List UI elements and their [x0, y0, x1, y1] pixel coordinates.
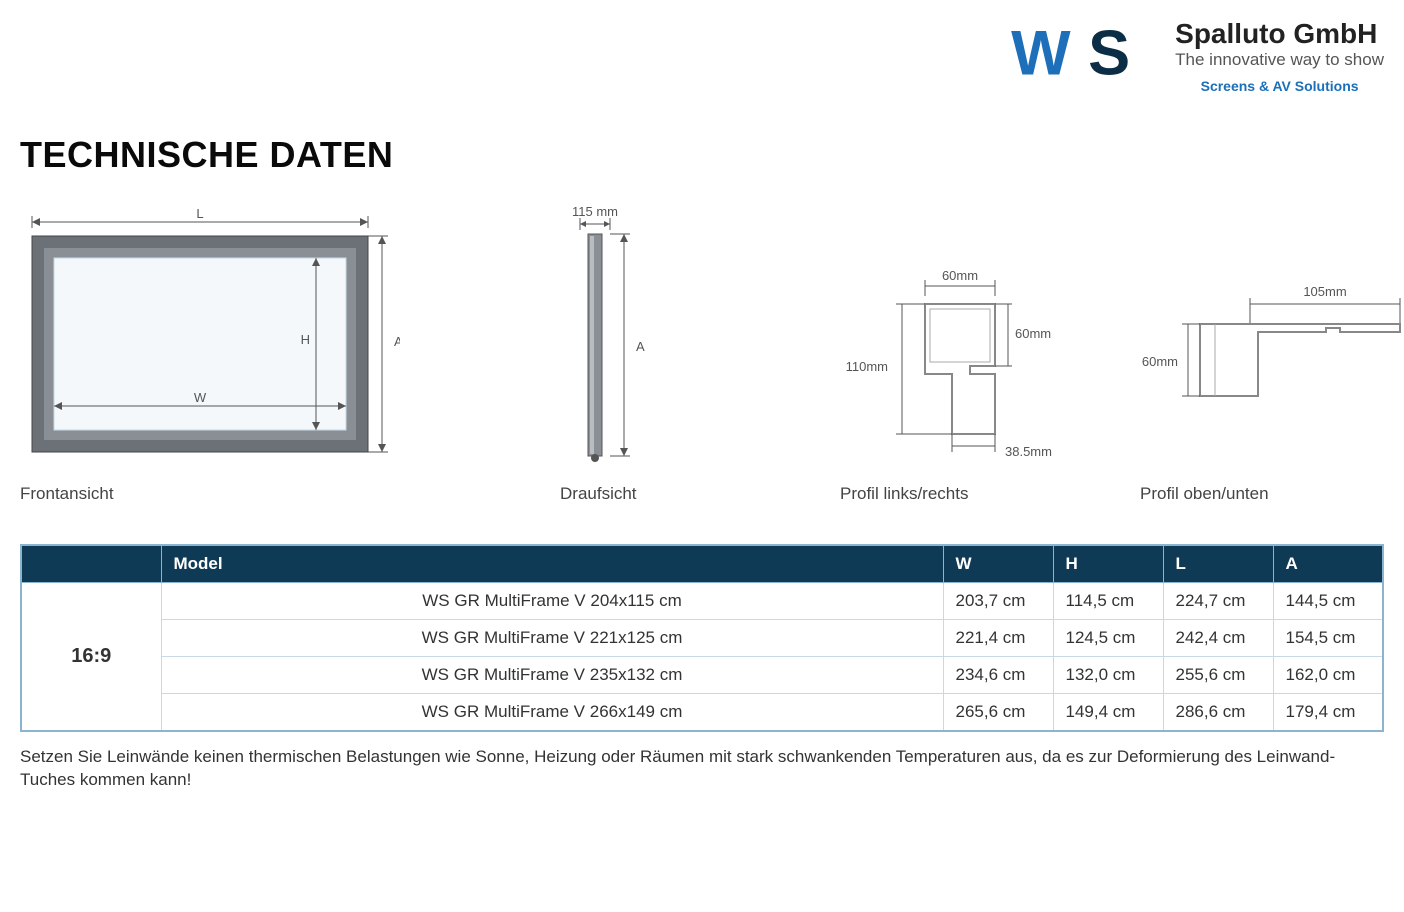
cell-a: 162,0 cm	[1273, 657, 1383, 694]
svg-text:A: A	[394, 334, 400, 349]
cell-l: 286,6 cm	[1163, 694, 1273, 732]
table-header-row: Model W H L A	[21, 545, 1383, 583]
diagram-profile-lr-caption: Profil links/rechts	[840, 484, 1100, 504]
table-row: WS GR MultiFrame V 266x149 cm 265,6 cm 1…	[21, 694, 1383, 732]
svg-text:60mm: 60mm	[942, 268, 978, 283]
cell-model: WS GR MultiFrame V 235x132 cm	[161, 657, 943, 694]
cell-l: 255,6 cm	[1163, 657, 1273, 694]
col-h: H	[1053, 545, 1163, 583]
profile-lr-svg: 60mm 110mm 60mm 38.5mm	[840, 266, 1070, 466]
cell-model: WS GR MultiFrame V 266x149 cm	[161, 694, 943, 732]
svg-text:60mm: 60mm	[1142, 354, 1178, 369]
svg-text:115 mm: 115 mm	[572, 206, 618, 219]
cell-l: 242,4 cm	[1163, 620, 1273, 657]
svg-text:60mm: 60mm	[1015, 326, 1051, 341]
diagram-profile-tb-caption: Profil oben/unten	[1140, 484, 1404, 504]
cell-h: 149,4 cm	[1053, 694, 1163, 732]
svg-text:L: L	[196, 206, 203, 221]
diagram-front: L W H A Frontansicht	[20, 206, 400, 504]
brand-subline: Screens & AV Solutions	[1175, 78, 1384, 94]
diagram-front-caption: Frontansicht	[20, 484, 400, 504]
cell-w: 265,6 cm	[943, 694, 1053, 732]
table-row: 16:9 WS GR MultiFrame V 204x115 cm 203,7…	[21, 583, 1383, 620]
top-view-svg: 115 mm A	[560, 206, 680, 466]
col-l: L	[1163, 545, 1273, 583]
svg-text:38.5mm: 38.5mm	[1005, 444, 1052, 459]
svg-text:105mm: 105mm	[1303, 284, 1346, 299]
logo-block: W S Spalluto GmbH The innovative way to …	[1008, 20, 1384, 94]
cell-h: 124,5 cm	[1053, 620, 1163, 657]
cell-h: 114,5 cm	[1053, 583, 1163, 620]
cell-model: WS GR MultiFrame V 204x115 cm	[161, 583, 943, 620]
col-model: Model	[161, 545, 943, 583]
logo-letter-s: S	[1088, 20, 1130, 88]
diagrams-row: L W H A Frontansicht	[20, 206, 1384, 504]
company-name: Spalluto GmbH	[1175, 20, 1384, 48]
diagram-top: 115 mm A Draufsicht	[560, 206, 760, 504]
front-view-svg: L W H A	[20, 206, 400, 466]
ws-logo-icon: W S	[1008, 20, 1163, 90]
aspect-ratio: 16:9	[21, 583, 161, 732]
svg-text:A: A	[636, 339, 645, 354]
logo-letter-w: W	[1011, 20, 1071, 88]
table-row: WS GR MultiFrame V 235x132 cm 234,6 cm 1…	[21, 657, 1383, 694]
cell-w: 221,4 cm	[943, 620, 1053, 657]
col-w: W	[943, 545, 1053, 583]
cell-a: 154,5 cm	[1273, 620, 1383, 657]
profile-tb-svg: 105mm 60mm	[1140, 266, 1404, 466]
cell-model: WS GR MultiFrame V 221x125 cm	[161, 620, 943, 657]
logo-text-block: Spalluto GmbH The innovative way to show…	[1175, 20, 1384, 94]
spec-table: Model W H L A 16:9 WS GR MultiFrame V 20…	[20, 544, 1384, 732]
cell-l: 224,7 cm	[1163, 583, 1273, 620]
diagram-profile-tb: 105mm 60mm Profil oben/unten	[1140, 266, 1404, 504]
col-ratio-blank	[21, 545, 161, 583]
cell-w: 203,7 cm	[943, 583, 1053, 620]
cell-a: 144,5 cm	[1273, 583, 1383, 620]
cell-a: 179,4 cm	[1273, 694, 1383, 732]
svg-text:H: H	[301, 332, 310, 347]
header: W S Spalluto GmbH The innovative way to …	[20, 20, 1384, 94]
diagram-profile-lr: 60mm 110mm 60mm 38.5mm Profil links/rech…	[840, 266, 1100, 504]
cell-w: 234,6 cm	[943, 657, 1053, 694]
page-title: TECHNISCHE DATEN	[20, 134, 1384, 176]
col-a: A	[1273, 545, 1383, 583]
cell-h: 132,0 cm	[1053, 657, 1163, 694]
table-row: WS GR MultiFrame V 221x125 cm 221,4 cm 1…	[21, 620, 1383, 657]
brand-tagline: The innovative way to show	[1175, 50, 1384, 70]
svg-text:110mm: 110mm	[846, 359, 888, 374]
warning-note: Setzen Sie Leinwände keinen thermischen …	[20, 746, 1384, 792]
diagram-top-caption: Draufsicht	[560, 484, 760, 504]
svg-text:W: W	[194, 390, 207, 405]
